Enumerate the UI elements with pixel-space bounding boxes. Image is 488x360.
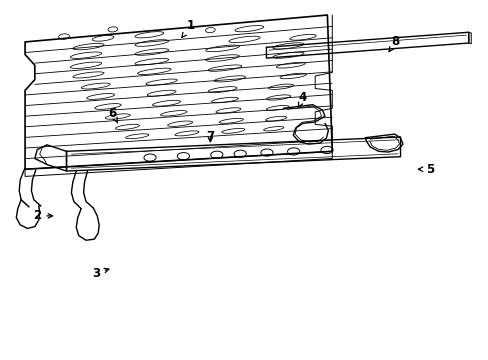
Text: 5: 5: [418, 163, 433, 176]
Text: 1: 1: [182, 19, 195, 37]
Text: 6: 6: [108, 107, 117, 123]
Text: 7: 7: [206, 130, 214, 144]
Text: 2: 2: [33, 210, 53, 222]
Text: 4: 4: [298, 91, 306, 107]
Text: 8: 8: [388, 35, 399, 52]
Text: 3: 3: [92, 267, 109, 280]
